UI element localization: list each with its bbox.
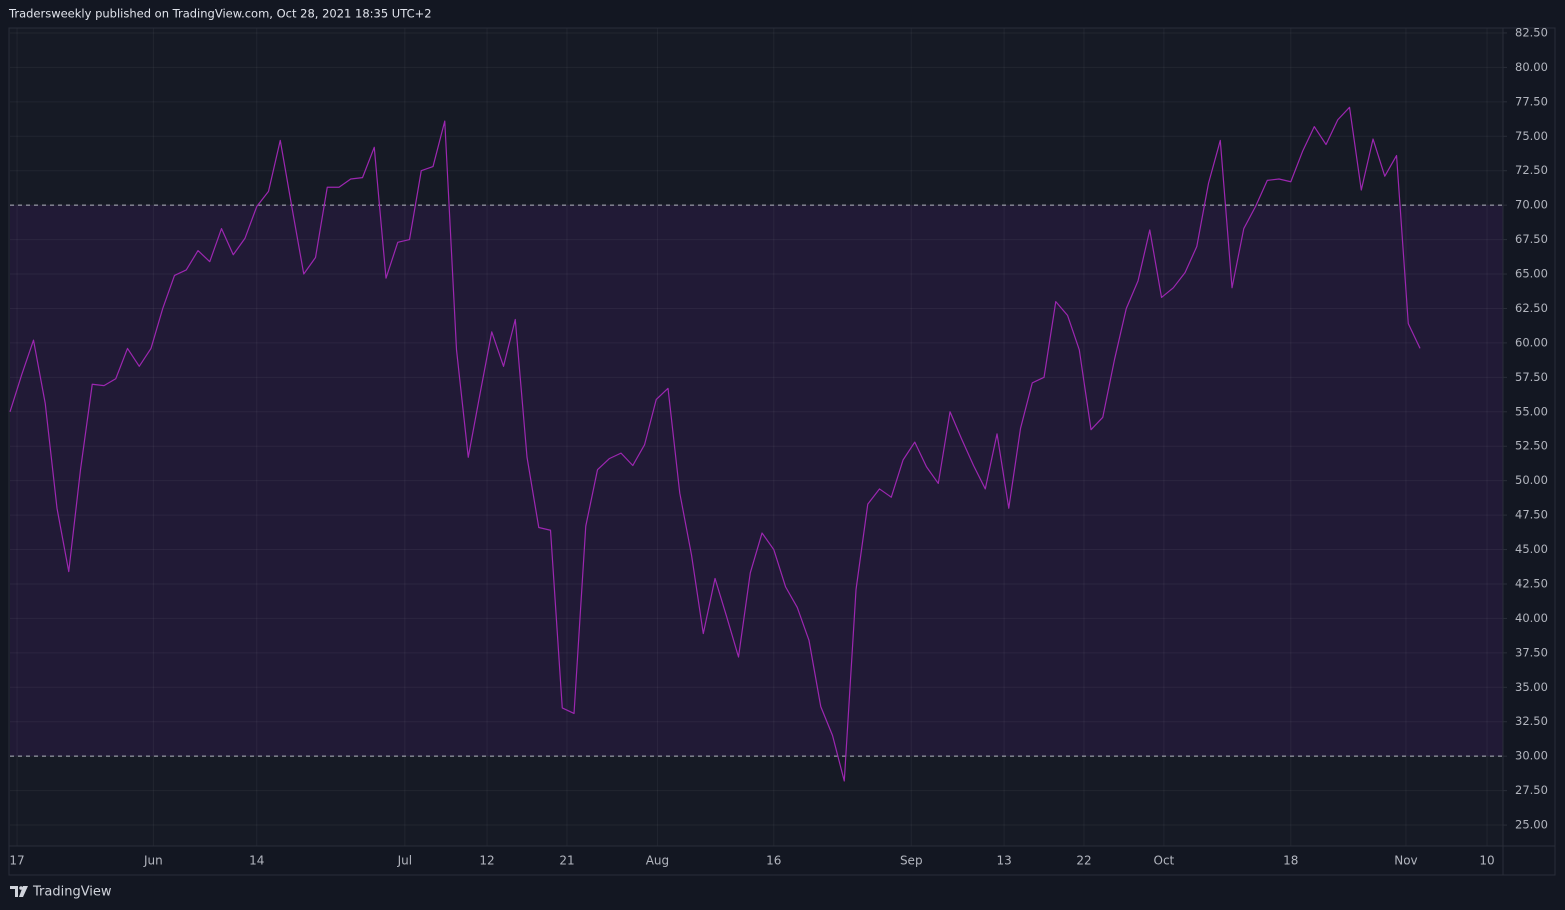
x-tick-label: Jul — [397, 854, 412, 868]
y-tick-label: 77.50 — [1515, 94, 1548, 108]
y-tick-label: 80.00 — [1515, 60, 1548, 74]
x-tick-label: 10 — [1479, 854, 1494, 868]
y-tick-label: 72.50 — [1515, 163, 1548, 177]
x-tick-label: 13 — [996, 854, 1011, 868]
x-tick-label: 22 — [1076, 854, 1091, 868]
x-tick-label: 17 — [9, 854, 24, 868]
y-tick-label: 75.00 — [1515, 129, 1548, 143]
y-tick-label: 42.50 — [1515, 576, 1548, 590]
y-tick-label: 82.50 — [1515, 25, 1548, 39]
frame — [8, 27, 1556, 876]
y-tick-label: 55.00 — [1515, 404, 1548, 418]
y-tick-label: 37.50 — [1515, 645, 1548, 659]
x-tick-label: 14 — [249, 854, 264, 868]
x-tick-label: Oct — [1154, 854, 1175, 868]
y-tick-label: 25.00 — [1515, 818, 1548, 832]
publish-header: Tradersweekly published on TradingView.c… — [8, 7, 432, 21]
x-tick-label: 21 — [559, 854, 574, 868]
y-tick-label: 62.50 — [1515, 301, 1548, 315]
y-tick-label: 50.00 — [1515, 473, 1548, 487]
y-tick-label: 52.50 — [1515, 439, 1548, 453]
x-tick-label: Aug — [646, 854, 669, 868]
y-tick-label: 67.50 — [1515, 232, 1548, 246]
x-tick-label: 18 — [1283, 854, 1298, 868]
y-tick-label: 45.00 — [1515, 542, 1548, 556]
band-fill — [10, 205, 1503, 757]
x-tick-label: Sep — [900, 854, 923, 868]
y-tick-label: 47.50 — [1515, 508, 1548, 522]
y-tick-label: 30.00 — [1515, 749, 1548, 763]
y-tick-label: 35.00 — [1515, 680, 1548, 694]
y-tick-label: 32.50 — [1515, 714, 1548, 728]
x-tick-label: 12 — [479, 854, 494, 868]
plot — [9, 28, 1503, 846]
tradingview-logo — [10, 886, 28, 897]
y-tick-label: 65.00 — [1515, 267, 1548, 281]
y-tick-label: 27.50 — [1515, 783, 1548, 797]
rsi-line — [9, 106, 1421, 782]
x-tick-label: Nov — [1394, 854, 1417, 868]
y-tick-label: 60.00 — [1515, 335, 1548, 349]
x-tick-label: Jun — [143, 854, 163, 868]
x-tick-label: 16 — [766, 854, 781, 868]
brand: TradingView — [32, 885, 112, 900]
y-tick-label: 57.50 — [1515, 370, 1548, 384]
y-tick-label: 70.00 — [1515, 198, 1548, 212]
y-tick-label: 40.00 — [1515, 611, 1548, 625]
